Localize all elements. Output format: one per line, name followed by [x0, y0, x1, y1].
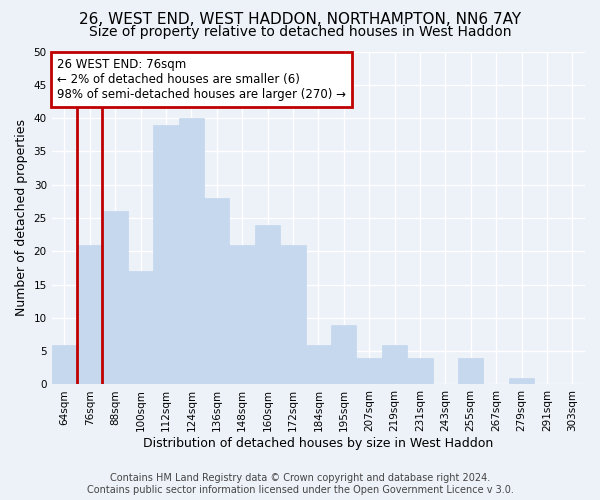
Bar: [458, 358, 484, 384]
Bar: [52, 344, 77, 385]
Bar: [509, 378, 534, 384]
Bar: [77, 244, 103, 384]
Bar: [128, 272, 153, 384]
Text: Contains HM Land Registry data © Crown copyright and database right 2024.
Contai: Contains HM Land Registry data © Crown c…: [86, 474, 514, 495]
Bar: [179, 118, 204, 384]
Bar: [356, 358, 382, 384]
Y-axis label: Number of detached properties: Number of detached properties: [15, 120, 28, 316]
Text: 26 WEST END: 76sqm
← 2% of detached houses are smaller (6)
98% of semi-detached : 26 WEST END: 76sqm ← 2% of detached hous…: [57, 58, 346, 101]
Bar: [407, 358, 433, 384]
Bar: [255, 224, 280, 384]
X-axis label: Distribution of detached houses by size in West Haddon: Distribution of detached houses by size …: [143, 437, 493, 450]
Bar: [204, 198, 229, 384]
Text: Size of property relative to detached houses in West Haddon: Size of property relative to detached ho…: [89, 25, 511, 39]
Bar: [229, 244, 255, 384]
Text: 26, WEST END, WEST HADDON, NORTHAMPTON, NN6 7AY: 26, WEST END, WEST HADDON, NORTHAMPTON, …: [79, 12, 521, 28]
Bar: [305, 344, 331, 385]
Bar: [153, 125, 179, 384]
Bar: [382, 344, 407, 385]
Bar: [280, 244, 305, 384]
Bar: [103, 212, 128, 384]
Bar: [331, 324, 356, 384]
